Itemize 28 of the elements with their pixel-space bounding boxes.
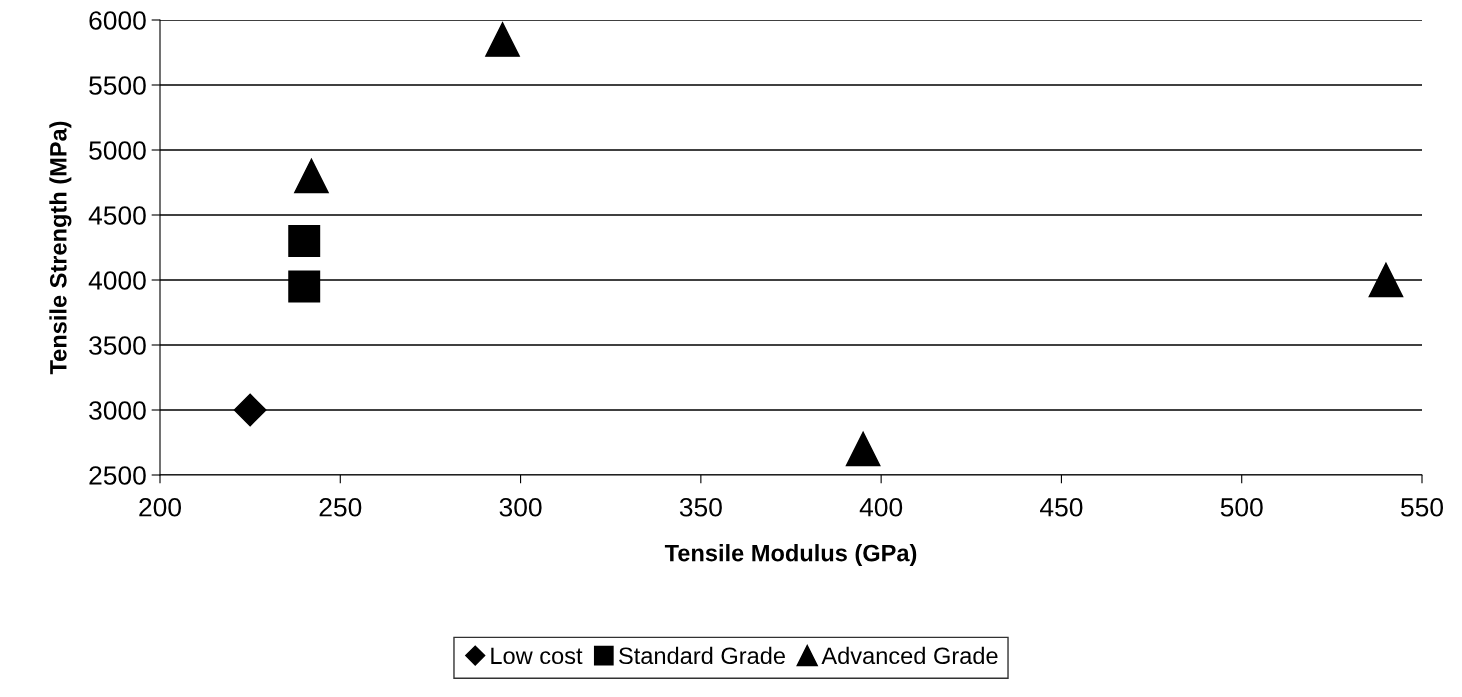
point (1368, 262, 1404, 298)
x-tick-label: 200 (139, 497, 181, 517)
x-tick-label: 400 (859, 497, 903, 517)
legend-label: Advanced Grade (821, 646, 998, 665)
x-tick-label: 300 (499, 497, 542, 517)
point (233, 393, 267, 427)
x-tick-label: 250 (319, 497, 362, 517)
y-tick-label: 3500 (89, 336, 146, 355)
point (288, 225, 321, 257)
x-tick-label: 500 (1220, 497, 1263, 517)
y-tick-label: 4500 (88, 206, 146, 225)
x-tick-label: 450 (1040, 497, 1083, 517)
x-tick-label: 550 (1401, 497, 1443, 517)
point (485, 22, 520, 57)
point (288, 270, 321, 303)
y-tick-label: 2500 (89, 466, 146, 485)
legend-label: Standard Grade (619, 646, 785, 665)
legend-label: Low cost (491, 647, 583, 665)
y-axis-title: Tensile Strength (MPa) (49, 121, 72, 375)
x-tick-label: 350 (679, 497, 722, 517)
point (294, 158, 329, 194)
y-tick-label: 3000 (89, 401, 146, 420)
y-tick-label: 5000 (89, 141, 146, 160)
point (845, 431, 881, 467)
y-tick-label: 5500 (89, 76, 146, 95)
y-tick-label: 6000 (89, 11, 146, 30)
x-axis-title: Tensile Modulus (GPa) (664, 544, 917, 567)
y-tick-label: 4000 (88, 271, 146, 290)
